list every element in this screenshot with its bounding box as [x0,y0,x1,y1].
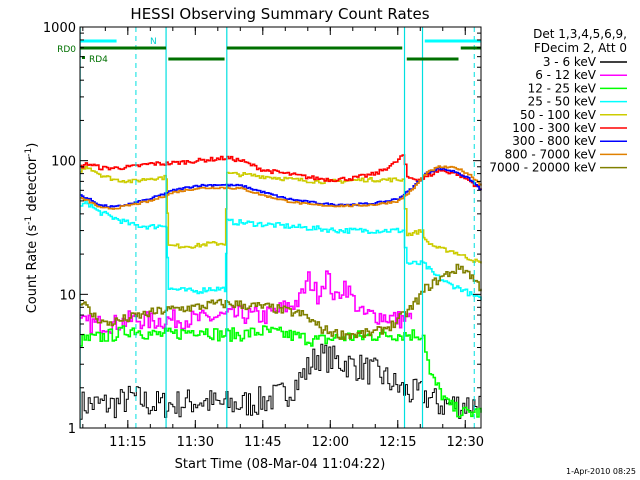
legend-label-7: 300 - 800 keV [512,134,596,148]
y-axis-label-mid: detector [25,156,40,216]
series-line-1 [80,343,482,420]
series-line-9 [80,263,482,340]
legend-label-1: 3 - 6 keV [543,55,597,69]
y-axis-label-sup2: -1 [24,148,34,157]
y-tick-label-4: 1000 [43,21,76,36]
legend-label-5: 50 - 100 keV [520,108,597,122]
plot-frame [79,26,482,429]
y-axis-label-end: ) [25,143,40,148]
legend-label-3: 12 - 25 keV [528,81,597,95]
legend-label-9: 7000 - 20000 keV [489,161,596,175]
legend-header-line1: Det 1,3,4,5,6,9, [533,27,627,41]
y-axis-label-main: Count Rate (s [25,225,40,314]
n-label: N [150,37,157,47]
rd4-marker [82,56,85,59]
y-tick-label-3: 100 [51,155,76,170]
legend-label-4: 25 - 50 keV [528,95,597,109]
series-line-6 [80,154,482,191]
legend-header-line2: FDecim 2, Att 0 [534,41,627,55]
chart-title: HESSI Observing Summary Count Rates [130,5,429,23]
y-tick-label-2: 10 [59,288,76,303]
x-tick-label-1: 11:15 [109,435,146,450]
legend-label-6: 100 - 300 keV [512,121,596,135]
y-axis-label-sup1: -1 [24,216,34,225]
legend-label-8: 800 - 7000 keV [505,147,597,161]
legend: Det 1,3,4,5,6,9, FDecim 2, Att 0 3 - 6 k… [489,27,627,175]
legend-label-2: 6 - 12 keV [535,68,597,82]
rd4-label: RD4 [89,55,108,65]
series-line-5 [80,166,482,264]
series-line-4 [80,197,482,301]
x-tick-label-6: 12:30 [447,435,484,450]
rd0-label: RD0 [57,45,76,55]
footer-timestamp: 1-Apr-2010 08:25 [566,467,636,476]
y-tick-label-1: 1 [68,422,76,437]
series-line-3 [80,325,482,418]
x-axis-label: Start Time (08-Mar-04 11:04:22) [175,457,386,472]
axis-layer: 1 10 100 1000 11:15 11:30 11:45 12:00 12:15 12:30 [43,21,484,450]
x-tick-label-5: 12:15 [379,435,416,450]
y-axis-label: Count Rate (s-1 detector-1) [24,143,40,314]
series-line-8 [80,165,482,210]
series-line-2 [80,270,413,334]
series-layer [80,154,482,420]
x-tick-label-2: 11:30 [177,435,214,450]
x-tick-label-4: 12:00 [312,435,349,450]
x-tick-label-3: 11:45 [244,435,281,450]
